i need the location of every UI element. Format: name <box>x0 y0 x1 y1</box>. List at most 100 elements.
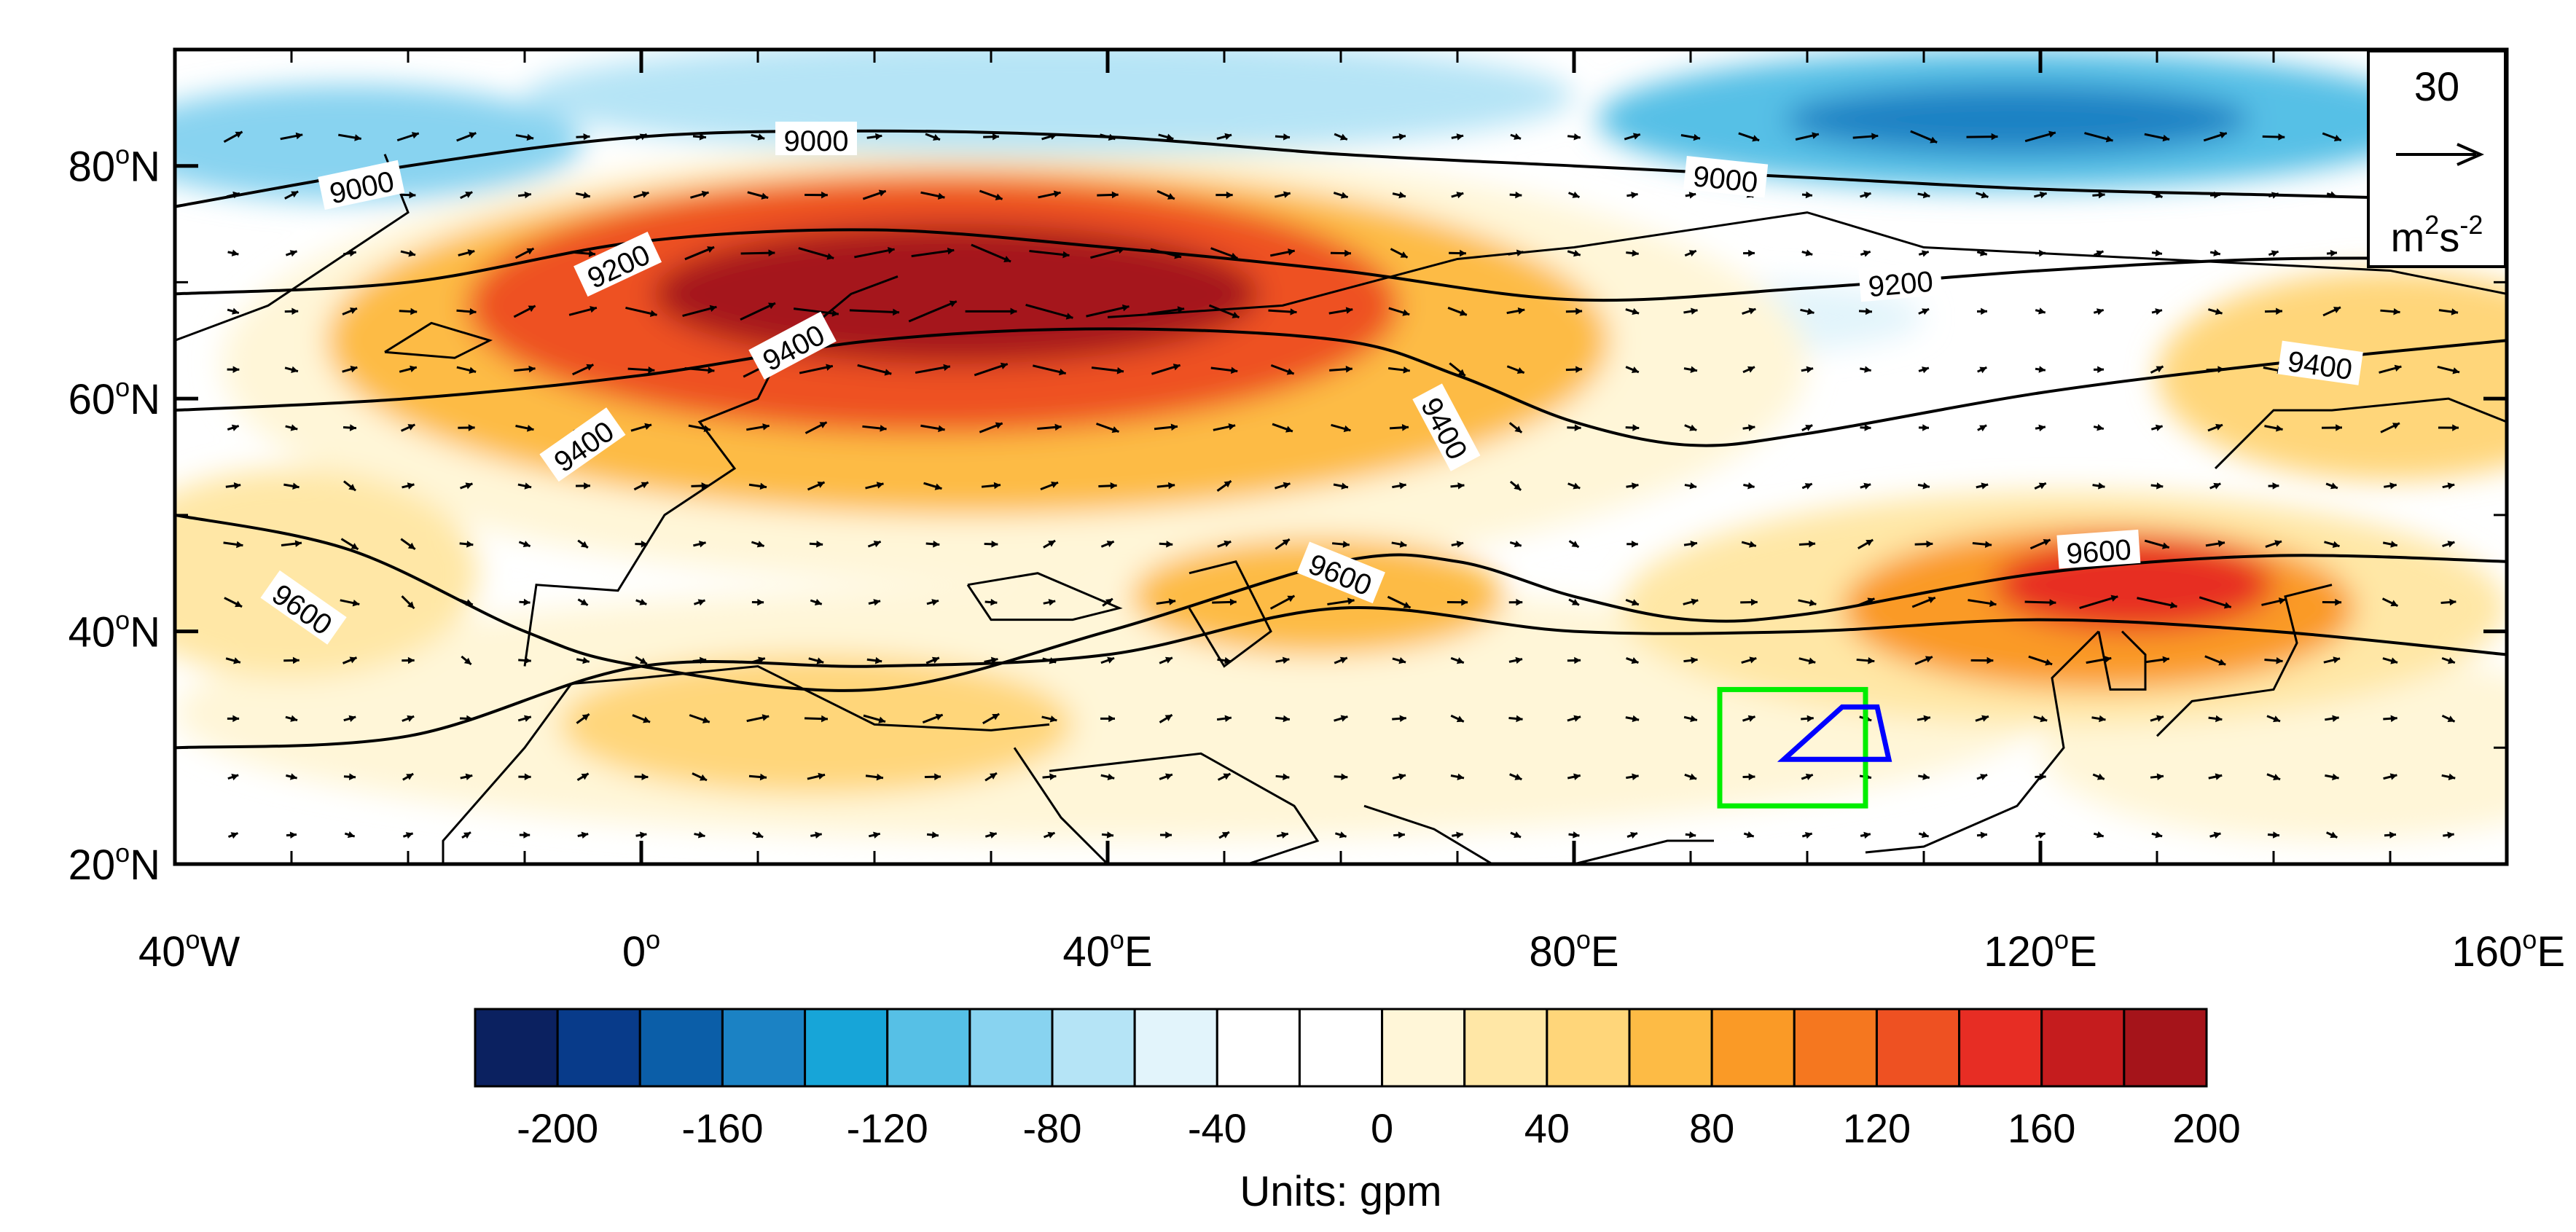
colorbar-box-15 <box>1710 1008 1796 1088</box>
flux-vector-420 <box>2079 595 2118 610</box>
flux-vector-39 <box>402 832 414 839</box>
flux-vector-240 <box>1275 482 1291 490</box>
flux-vector-295 <box>1506 307 1525 315</box>
flux-vector-314 <box>1625 715 1640 723</box>
flux-vector-0 <box>227 832 239 839</box>
flux-vector-237 <box>1275 656 1290 664</box>
flux-vector-136 <box>807 481 826 491</box>
flux-vector-477 <box>2322 306 2341 317</box>
flux-vector-387 <box>1918 250 1930 257</box>
flux-vector-427 <box>2092 191 2105 199</box>
blue-box <box>1777 704 1892 762</box>
flux-vector-94 <box>635 656 648 665</box>
flux-vector-6 <box>225 482 241 490</box>
flux-vector-287 <box>1509 773 1522 781</box>
flux-vector-239 <box>1275 538 1291 550</box>
flux-vector-46 <box>400 423 416 432</box>
flux-vector-367 <box>1856 657 1875 664</box>
flux-vector-328 <box>1683 656 1698 664</box>
flux-vector-22 <box>284 307 299 315</box>
flux-vector-138 <box>799 364 834 374</box>
flux-vector-378 <box>1918 773 1930 780</box>
flux-vector-452 <box>2209 249 2221 256</box>
flux-vector-298 <box>1510 133 1522 140</box>
flux-vector-73 <box>514 365 536 373</box>
flux-vector-216 <box>1151 364 1181 375</box>
anomaly-blob-6 <box>175 468 478 678</box>
flux-vector-396 <box>1976 482 1989 490</box>
flux-vector-332 <box>1684 424 1697 431</box>
flux-vector-319 <box>1625 424 1640 431</box>
colorbar-box-18 <box>1958 1008 2043 1088</box>
flux-vector-38 <box>338 133 361 141</box>
flux-vector-345 <box>1742 424 1755 431</box>
flux-vector-292 <box>1509 480 1522 491</box>
flux-vector-310 <box>1567 191 1581 199</box>
flux-vector-485 <box>2381 597 2399 608</box>
flux-vector-439 <box>2151 249 2163 257</box>
flux-vector-247 <box>1334 831 1347 839</box>
axis-ticks <box>173 48 2509 866</box>
contour-label-0: 9000 <box>775 121 857 157</box>
flux-vector-20 <box>285 424 298 431</box>
flux-vector-259 <box>1334 133 1348 141</box>
flux-vector-61 <box>456 307 477 315</box>
flux-vector-35 <box>342 307 358 315</box>
flux-vector-381 <box>1911 596 1936 608</box>
flux-vector-399 <box>1976 307 1988 315</box>
flux-vector-166 <box>911 247 955 258</box>
flux-vector-224 <box>1217 656 1232 664</box>
flux-vector-460 <box>2265 540 2282 548</box>
flux-vector-417 <box>2092 773 2105 780</box>
colorbar-box-4 <box>804 1008 889 1088</box>
flux-vector-60 <box>456 366 477 374</box>
flux-vector-478 <box>2326 249 2338 257</box>
flux-vector-268 <box>1388 366 1410 374</box>
flux-vector-27 <box>343 773 356 780</box>
flux-vector-444 <box>2208 715 2223 723</box>
colorbar-title: Units: gpm <box>1240 1168 1441 1215</box>
flux-vector-14 <box>286 773 297 780</box>
flux-vector-226 <box>1217 540 1232 548</box>
flux-vector-10 <box>227 249 239 256</box>
height-contour-9000 <box>175 129 2507 208</box>
flux-vector-211 <box>1159 656 1173 664</box>
flux-vector-214 <box>1156 482 1175 490</box>
flux-vector-340 <box>1742 715 1756 722</box>
flux-vector-413 <box>2035 249 2046 257</box>
flux-vector-81 <box>576 656 590 664</box>
flux-vector-127 <box>740 249 775 256</box>
flux-vector-49 <box>400 250 416 257</box>
flux-vector-252 <box>1331 541 1350 548</box>
flux-vector-113 <box>682 305 717 317</box>
colorbar-boxes <box>474 1008 2208 1088</box>
flux-vector-300 <box>1567 773 1581 780</box>
flux-vector-459 <box>2261 597 2286 606</box>
flux-vector-320 <box>1625 366 1640 374</box>
flux-vector-193 <box>1038 190 1061 199</box>
flux-vector-30 <box>340 599 360 607</box>
reference-vector-frame <box>2367 50 2507 268</box>
flux-vector-411 <box>2035 366 2046 373</box>
flux-vector-199 <box>1102 597 1113 607</box>
flux-vector-135 <box>809 541 823 548</box>
colorbar-tick-label: 200 <box>2172 1105 2240 1151</box>
flux-vector-16 <box>283 656 300 664</box>
flux-vector-389 <box>1910 130 1938 144</box>
contour-label-2: 9000 <box>1683 155 1769 199</box>
flux-vector-354 <box>1798 657 1816 664</box>
flux-vector-13 <box>286 831 297 839</box>
flux-vector-251 <box>1327 597 1355 605</box>
flux-vector-291 <box>1509 540 1522 548</box>
flux-vector-496 <box>2441 714 2456 723</box>
colorbar-box-10 <box>1298 1008 1384 1088</box>
flux-vector-355 <box>1798 599 1817 607</box>
flux-vector-393 <box>1970 656 1994 664</box>
flux-vector-281 <box>1449 362 1466 377</box>
colorbar-box-11 <box>1381 1008 1466 1088</box>
flux-vector-488 <box>2380 422 2400 433</box>
reference-vector-box: 30 m2s-2 <box>2367 50 2507 268</box>
flux-vector-128 <box>747 191 769 200</box>
flux-vector-210 <box>1159 713 1173 723</box>
coastline-japan <box>2156 584 2333 737</box>
